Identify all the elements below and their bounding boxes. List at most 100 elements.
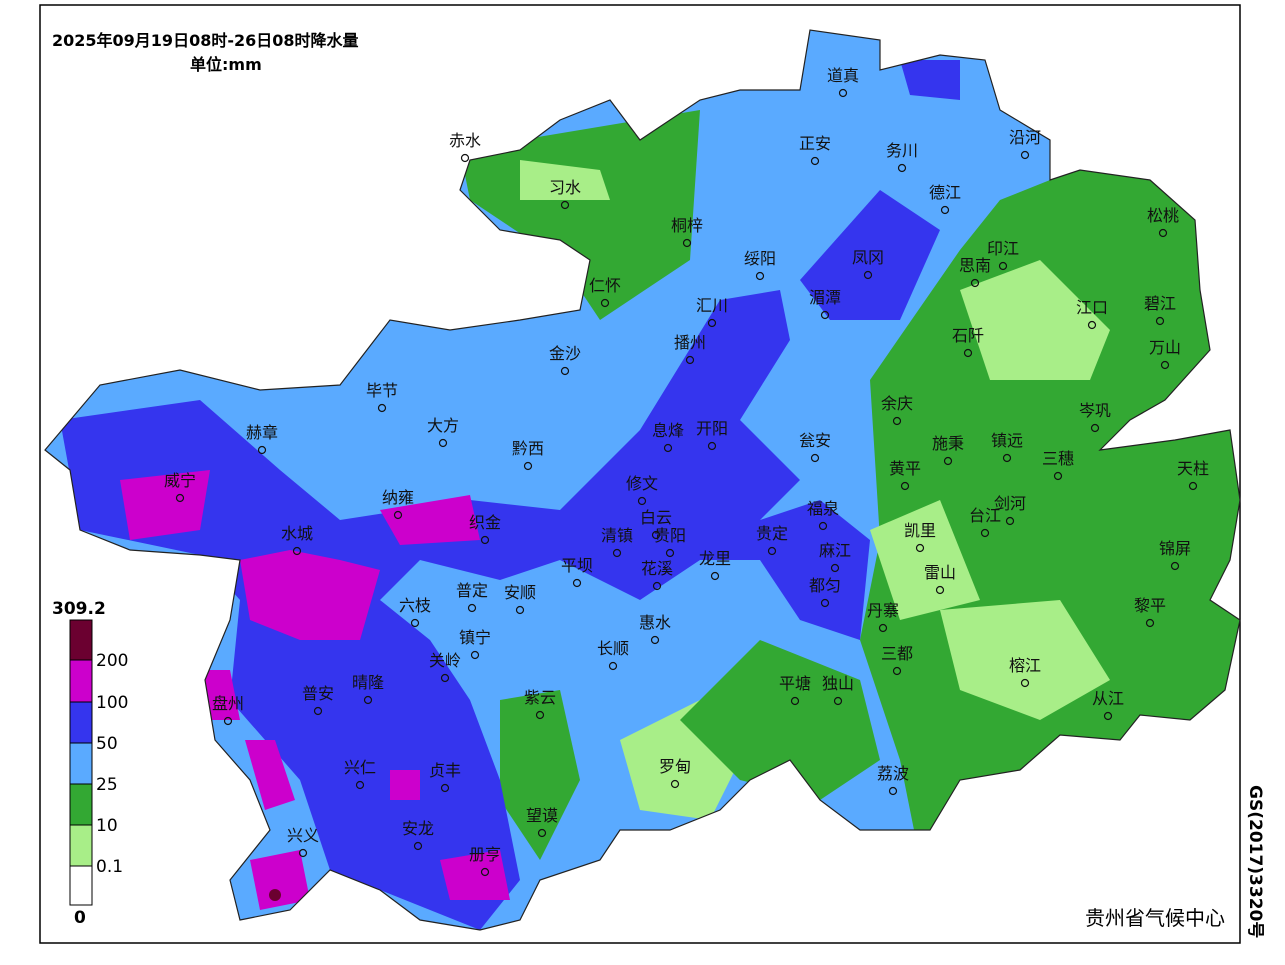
city-label: 纳雍: [382, 488, 414, 507]
legend: 309.2 200 100 50 25 10 0.1 0: [52, 599, 128, 928]
city-marker: [838, 88, 848, 98]
city-label: 关岭: [429, 651, 461, 670]
city-marker: [863, 270, 873, 280]
city-label: 凤冈: [852, 248, 884, 267]
legend-label: 200: [96, 651, 128, 671]
city-label: 汇川: [696, 296, 728, 315]
city-label: 惠水: [639, 613, 671, 632]
city-marker: [600, 298, 610, 308]
city-label: 德江: [929, 183, 961, 202]
city-label: 从江: [1092, 689, 1124, 708]
city-marker: [830, 563, 840, 573]
city-label: 平坝: [561, 556, 593, 575]
city-marker: [1020, 678, 1030, 688]
city-label: 紫云: [524, 688, 556, 707]
city-label: 江口: [1076, 298, 1108, 317]
city-marker: [1053, 471, 1063, 481]
city-label: 播州: [674, 333, 706, 352]
city-label: 剑河: [994, 494, 1026, 513]
legend-label: 25: [96, 775, 118, 795]
city-marker: [460, 153, 470, 163]
city-label: 贞丰: [429, 761, 461, 780]
city-label: 大方: [427, 416, 459, 435]
legend-swatch: [69, 701, 93, 744]
city-label: 黎平: [1134, 596, 1166, 615]
city-label: 金沙: [549, 344, 581, 363]
city-marker: [970, 278, 980, 288]
city-marker: [665, 548, 675, 558]
city-label: 赫章: [246, 423, 278, 442]
city-label: 万山: [1149, 338, 1181, 357]
frame: [39, 4, 1241, 944]
city-label: 花溪: [641, 559, 673, 578]
legend-label: 10: [96, 816, 118, 836]
city-label: 三穗: [1042, 449, 1074, 468]
city-marker: [940, 205, 950, 215]
city-label: 台江: [969, 506, 1001, 525]
city-marker: [440, 783, 450, 793]
city-marker: [682, 238, 692, 248]
city-label: 贵定: [756, 524, 788, 543]
legend-label: 50: [96, 734, 118, 754]
city-marker: [670, 779, 680, 789]
city-marker: [298, 848, 308, 858]
city-marker: [515, 605, 525, 615]
city-label: 思南: [959, 256, 991, 275]
legend-swatch: [69, 783, 93, 826]
city-label: 清镇: [601, 526, 633, 545]
city-label: 黄平: [889, 459, 921, 478]
city-label: 贵阳: [654, 526, 686, 545]
city-label: 独山: [822, 674, 854, 693]
footer: 贵州省气候中心: [1085, 906, 1225, 930]
city-marker: [915, 543, 925, 553]
city-marker: [892, 666, 902, 676]
legend-swatch: [69, 824, 93, 867]
city-marker: [355, 780, 365, 790]
city-label: 瓮安: [799, 431, 831, 450]
city-label: 松桃: [1147, 206, 1179, 225]
city-label: 石阡: [952, 326, 984, 345]
city-label: 安龙: [402, 819, 434, 838]
city-marker: [888, 786, 898, 796]
city-marker: [410, 618, 420, 628]
city-marker: [1103, 711, 1113, 721]
city-marker: [413, 841, 423, 851]
city-marker: [1020, 150, 1030, 160]
city-label: 务川: [886, 141, 918, 160]
city-marker: [710, 571, 720, 581]
city-marker: [377, 403, 387, 413]
city-marker: [257, 445, 267, 455]
city-label: 正安: [799, 134, 831, 153]
city-marker: [440, 673, 450, 683]
city-marker: [820, 598, 830, 608]
legend-swatch: [69, 742, 93, 785]
city-marker: [560, 366, 570, 376]
city-marker: [943, 456, 953, 466]
city-marker: [892, 416, 902, 426]
city-label: 平塘: [779, 674, 811, 693]
legend-swatch: [69, 619, 93, 661]
city-label: 镇远: [991, 431, 1023, 450]
city-label: 三都: [881, 644, 913, 663]
city-marker: [935, 585, 945, 595]
city-marker: [652, 581, 662, 591]
city-label: 绥阳: [744, 249, 776, 268]
legend-swatch: [69, 659, 93, 703]
city-marker: [470, 650, 480, 660]
city-label: 白云: [640, 508, 672, 527]
legend-max: 309.2: [52, 599, 106, 619]
city-marker: [1170, 561, 1180, 571]
city-marker: [767, 546, 777, 556]
city-marker: [523, 461, 533, 471]
city-marker: [480, 535, 490, 545]
city-label: 长顺: [597, 639, 629, 658]
city-marker: [292, 546, 302, 556]
legend-swatch: [69, 865, 93, 906]
map-number: GS(2017)3320号: [1245, 785, 1265, 938]
city-marker: [1155, 316, 1165, 326]
city-label: 威宁: [164, 471, 196, 490]
city-marker: [363, 695, 373, 705]
city-marker: [651, 530, 661, 540]
city-marker: [810, 156, 820, 166]
